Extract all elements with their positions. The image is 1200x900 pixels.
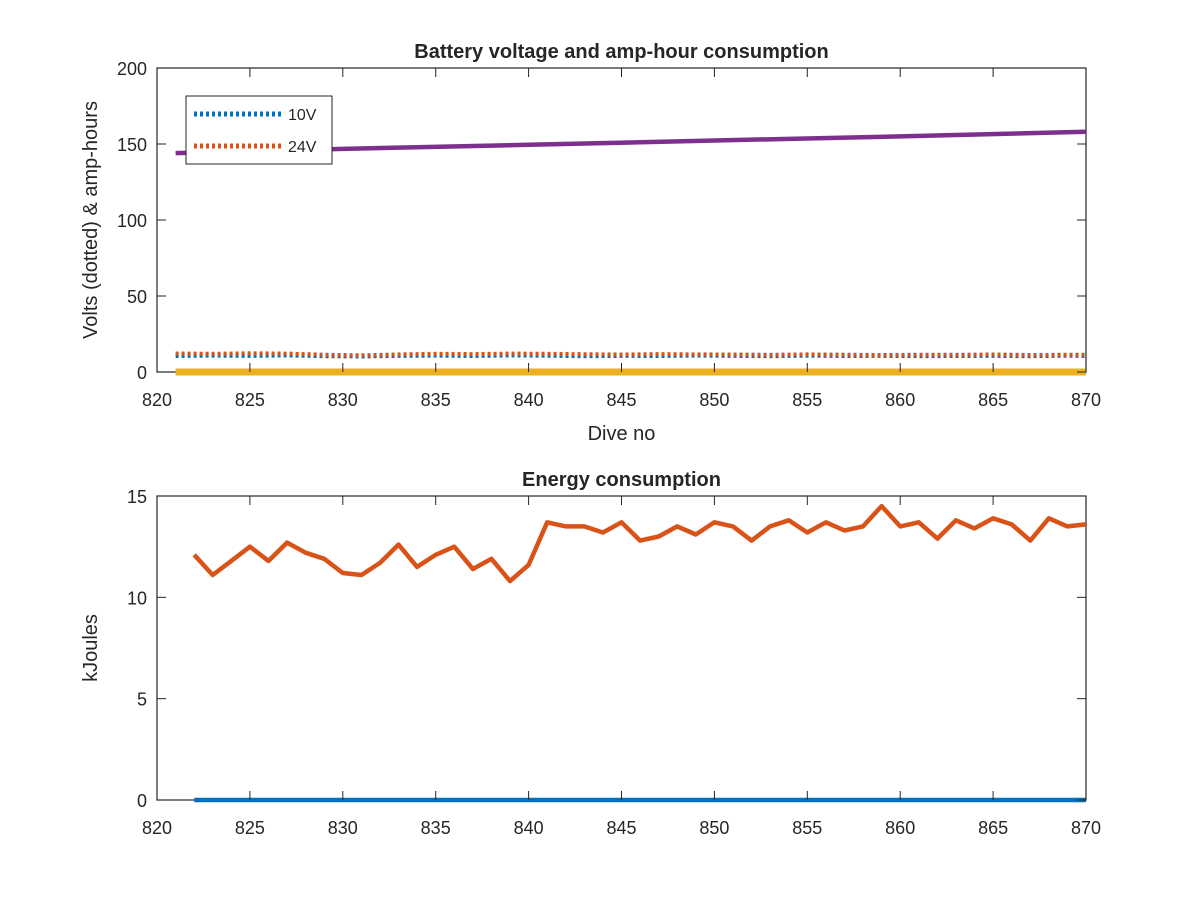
x-tick-label: 870: [1071, 818, 1101, 838]
x-tick-label: 830: [328, 818, 358, 838]
x-tick-label: 840: [514, 390, 544, 410]
x-tick-label: 860: [885, 390, 915, 410]
y-tick-label: 0: [137, 791, 147, 811]
x-tick-label: 835: [421, 390, 451, 410]
x-tick-label: 865: [978, 818, 1008, 838]
y-tick-label: 0: [137, 363, 147, 383]
energy-x-ticks: 820 825 830 835 840 845 850 855 860 865 870: [142, 496, 1101, 838]
x-tick-label: 840: [514, 818, 544, 838]
x-tick-label: 835: [421, 818, 451, 838]
energy-y-axis-label: kJoules: [80, 614, 102, 682]
energy-plot-area: [156, 495, 1087, 801]
voltage-x-ticks: 820 825 830 835 840 845 850 855 860 865 870: [142, 68, 1101, 410]
x-tick-label: 870: [1071, 390, 1101, 410]
x-tick-label: 850: [699, 818, 729, 838]
y-tick-label: 50: [127, 287, 147, 307]
y-tick-label: 100: [117, 211, 147, 231]
series-24v-line: [175, 351, 1087, 358]
x-tick-label: 845: [606, 818, 636, 838]
energy-chart: 820 825 830 835 840 845 850 855 860 865 870 0 5 10 15…: [80, 469, 1101, 838]
x-tick-label: 825: [235, 818, 265, 838]
x-tick-label: 830: [328, 390, 358, 410]
x-tick-label: 855: [792, 390, 822, 410]
voltage-chart: 820 825 830 835 840 845 850 855 860 865 870 0 50 100…: [80, 41, 1101, 445]
y-tick-label: 200: [117, 59, 147, 79]
voltage-y-ticks: 0 50 100 150 200: [117, 59, 1086, 383]
y-tick-label: 150: [117, 135, 147, 155]
y-tick-label: 5: [137, 690, 147, 710]
legend-box: [185, 95, 333, 165]
y-tick-label: 15: [127, 487, 147, 507]
voltage-chart-title: Battery voltage and amp-hour consumption: [414, 41, 828, 63]
x-tick-label: 820: [142, 818, 172, 838]
x-tick-label: 850: [699, 390, 729, 410]
x-tick-label: 865: [978, 390, 1008, 410]
voltage-x-axis-label: Dive no: [588, 423, 656, 445]
x-tick-label: 855: [792, 818, 822, 838]
legend-label-10v: 10V: [288, 107, 317, 124]
energy-chart-title: Energy consumption: [522, 469, 721, 491]
series-energy-line: [192, 503, 1087, 584]
x-tick-label: 860: [885, 818, 915, 838]
energy-y-ticks: 0 5 10 15: [127, 487, 1086, 811]
y-tick-label: 10: [127, 588, 147, 608]
voltage-y-axis-label: Volts (dotted) & amp-hours: [80, 101, 102, 339]
legend-label-24v: 24V: [288, 139, 317, 156]
x-tick-label: 820: [142, 390, 172, 410]
voltage-legend: 10V 24V: [185, 95, 333, 165]
x-tick-label: 825: [235, 390, 265, 410]
x-tick-label: 845: [606, 390, 636, 410]
